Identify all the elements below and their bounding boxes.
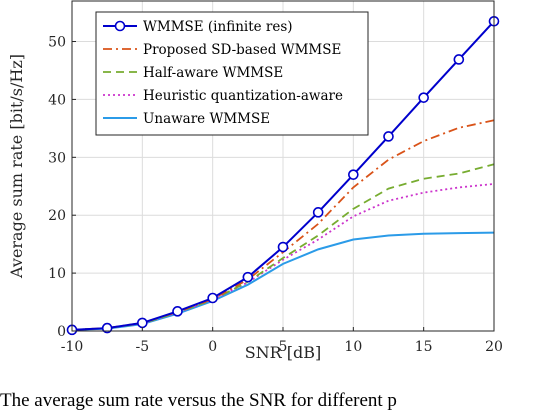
legend-entry: Unaware WMMSE — [143, 111, 270, 127]
data-point — [453, 54, 465, 65]
y-tick-label: 50 — [48, 35, 66, 51]
y-tick-label: 20 — [48, 208, 66, 224]
legend-entry: WMMSE (infinite res) — [143, 19, 293, 35]
y-tick-label: 0 — [57, 324, 66, 340]
data-point — [418, 92, 429, 103]
sum-rate-chart: -10 -5 0 5 10 15 20 0 10 20 30 40 50 SNR [dB] Avera… — [7, 0, 503, 362]
x-tick-label: 15 — [415, 339, 433, 355]
y-tick-label: 10 — [48, 266, 66, 282]
data-point — [101, 322, 113, 334]
x-tick-label: -5 — [136, 339, 150, 355]
figure-caption: The average sum rate versus the SNR for … — [0, 390, 397, 411]
x-tick-label: 20 — [485, 339, 503, 355]
data-point — [207, 292, 218, 304]
legend-box — [95, 11, 369, 136]
x-tick-label: 0 — [208, 339, 217, 355]
x-ticks: -10 -5 0 5 10 15 20 — [61, 327, 503, 355]
legend-entry: Half-aware WMMSE — [143, 65, 283, 81]
data-point — [348, 169, 359, 180]
data-point — [312, 207, 324, 218]
x-axis-label: SNR [dB] — [245, 343, 322, 362]
legend-entry: Heuristic quantization-aware — [143, 88, 343, 104]
y-tick-label: 40 — [48, 92, 66, 108]
data-point — [172, 306, 183, 317]
legend: WMMSE (infinite res) Proposed SD-based WM… — [95, 11, 369, 136]
data-point — [242, 271, 254, 283]
y-tick-label: 30 — [48, 150, 66, 166]
x-tick-label: 10 — [344, 339, 362, 355]
y-ticks: 0 10 20 30 40 50 — [48, 35, 76, 340]
x-tick-label: 5 — [279, 339, 288, 355]
data-point — [137, 317, 148, 329]
y-axis-label: Average sum rate [bit/s/Hz] — [7, 54, 26, 279]
legend-entry: Proposed SD-based WMMSE — [143, 42, 341, 58]
data-point — [383, 131, 394, 142]
series-lines — [66, 15, 500, 336]
x-tick-label: -10 — [61, 339, 84, 355]
legend-marker — [114, 20, 126, 32]
data-point — [277, 241, 289, 253]
